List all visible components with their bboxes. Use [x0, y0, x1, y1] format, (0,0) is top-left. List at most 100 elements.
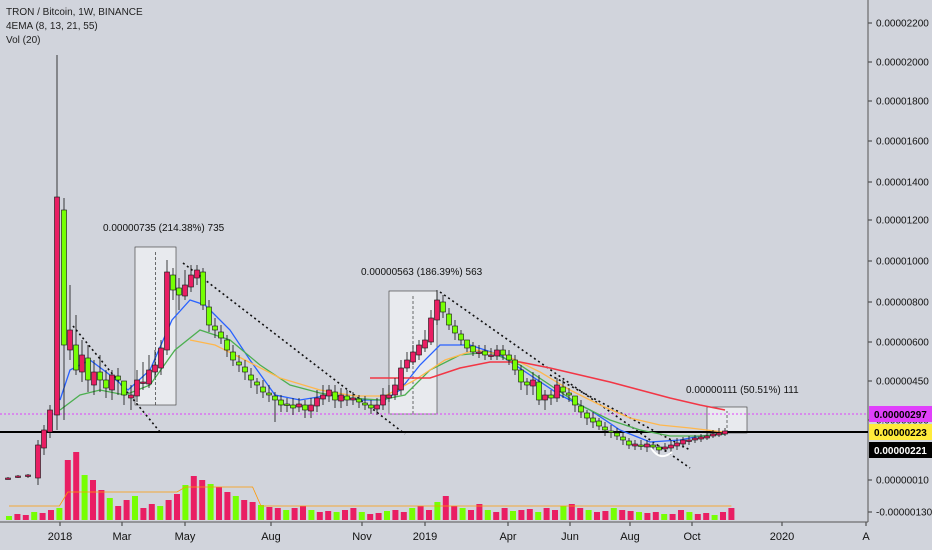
volume-bar: [459, 508, 466, 520]
y-tick-label: 0.00001400: [876, 178, 929, 189]
x-tick-label: Jun: [561, 531, 579, 543]
candle-body: [332, 391, 338, 401]
candle-body: [578, 405, 584, 413]
volume-bar: [325, 511, 332, 520]
volume-bar: [619, 510, 626, 520]
volume-bar: [123, 500, 130, 520]
candle-body: [121, 380, 127, 396]
x-tick-label: Oct: [683, 531, 700, 543]
price-tag-bg: [869, 442, 932, 458]
volume-bar: [367, 514, 374, 520]
candle-body: [374, 404, 380, 410]
x-tick-label: 2020: [770, 531, 794, 543]
candle-body: [470, 345, 476, 353]
volume-bar: [510, 511, 516, 520]
volume-bar: [409, 508, 416, 520]
volume-bar: [316, 512, 323, 520]
candle-body: [230, 351, 236, 361]
candle-body: [560, 386, 566, 393]
volume-bar: [64, 460, 71, 520]
candle-body: [392, 384, 398, 396]
candle-body: [61, 209, 67, 346]
candle-body: [686, 439, 692, 442]
candle-body: [458, 333, 464, 341]
trendline: [439, 291, 691, 469]
volume-bar: [644, 513, 651, 520]
candle-body: [548, 394, 554, 399]
candle-body: [115, 375, 121, 381]
chart-title: TRON / Bitcoin, 1W, BINANCE: [6, 7, 143, 18]
candle-body: [716, 432, 722, 436]
volume-bar: [694, 514, 701, 520]
volume-bar: [333, 512, 340, 520]
volume-bar: [636, 512, 642, 520]
candle-body: [506, 354, 512, 361]
measure-label: 0.00000735 (214.38%) 735: [103, 223, 225, 234]
volume-bar: [400, 512, 407, 520]
candle-body: [164, 271, 170, 351]
candle-body: [236, 361, 242, 366]
volume-bar: [484, 510, 491, 520]
candle-body: [362, 402, 368, 406]
volume-bar: [468, 510, 474, 520]
volume-bar: [90, 480, 96, 520]
candle-body: [692, 437, 698, 441]
candle-body: [434, 299, 440, 321]
volume-bar: [552, 510, 558, 520]
volume-bar: [6, 516, 12, 520]
x-tick-label: Aug: [261, 531, 281, 543]
candle-body: [446, 313, 452, 326]
measure-label: 0.00000563 (186.39%) 563: [361, 267, 483, 278]
candle-body: [272, 395, 278, 401]
candle-body: [103, 379, 109, 389]
volume-bar: [543, 508, 550, 520]
candle-body: [47, 409, 53, 433]
candle-body: [698, 436, 704, 440]
volume-bar: [207, 484, 214, 520]
price-tag-label: 0.00000223: [874, 428, 927, 439]
candle-body: [25, 474, 31, 477]
y-tick-label: 0.00000600: [876, 338, 929, 349]
volume-bar: [148, 504, 155, 520]
candle-body: [596, 420, 602, 427]
candle-body: [242, 366, 248, 373]
candle-body: [476, 351, 482, 354]
price-tag-bg: [869, 406, 932, 422]
ema-line: [370, 361, 726, 411]
price-tag-bg: [869, 424, 932, 440]
candle-body: [632, 443, 638, 447]
candle-body: [542, 394, 548, 401]
candle-body: [182, 284, 188, 297]
candle-body: [152, 364, 158, 373]
y-tick-label: 0.00002000: [876, 58, 929, 69]
volume-bar: [560, 506, 567, 520]
volume-bar: [568, 504, 575, 520]
volume-bar: [14, 514, 21, 520]
candle-body: [188, 274, 194, 288]
candle-body: [524, 381, 530, 386]
candle-body: [73, 344, 79, 371]
annotation-arc: [650, 447, 673, 458]
volume-bar: [283, 510, 290, 520]
candle-body: [518, 369, 524, 383]
candle-body: [530, 379, 536, 387]
candle-body: [674, 442, 680, 447]
candle-body: [284, 403, 290, 406]
candle-body: [722, 430, 728, 435]
candle-body: [626, 440, 632, 446]
candle-body: [494, 349, 500, 357]
candle-body: [410, 351, 416, 363]
candle-body: [170, 274, 176, 291]
x-tick-label: A: [862, 531, 870, 543]
candle-body: [320, 394, 326, 400]
volume-bar: [56, 508, 63, 520]
candle-body: [656, 446, 662, 451]
y-tick-label: 0.00001600: [876, 137, 929, 148]
volume-bar: [686, 512, 693, 520]
candle-body: [35, 444, 41, 479]
y-tick-label: 0.00000450: [876, 377, 929, 388]
volume-bar: [140, 508, 147, 520]
candle-body: [620, 436, 626, 441]
candle-body: [176, 287, 182, 296]
